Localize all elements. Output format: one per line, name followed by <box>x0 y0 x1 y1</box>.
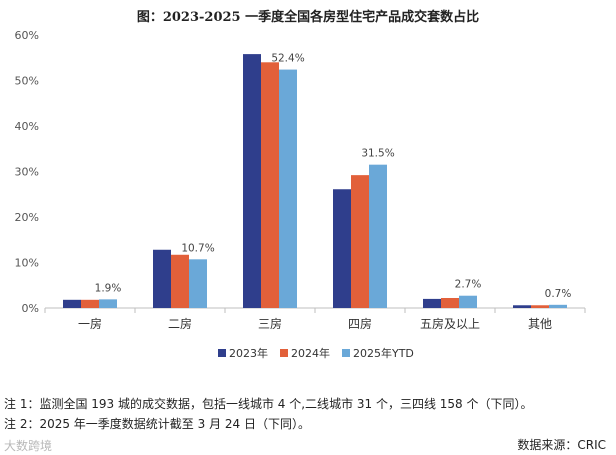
bar <box>333 189 351 308</box>
legend: 2023年 2024年 2025年YTD <box>218 346 414 360</box>
x-tick-label: 一房 <box>78 316 102 331</box>
x-tick-label: 其他 <box>528 317 552 331</box>
data-label: 0.7% <box>545 288 572 300</box>
legend-label: 2023年 <box>229 346 268 360</box>
data-labels: 1.9% 10.7% 52.4% 31.5% 2.7% 0.7% <box>95 53 572 300</box>
x-tick-label: 二房 <box>168 316 192 331</box>
bar <box>351 175 369 308</box>
bars <box>63 54 567 308</box>
y-tick-label: 10% <box>15 257 39 270</box>
y-tick-label: 0% <box>22 302 39 315</box>
watermark-logo: 大数跨境 <box>4 439 53 453</box>
axes: 0% 10% 20% 30% 40% 50% 60% 一房 二房 三房 四房 五房及以上 其他 <box>15 29 586 331</box>
bar <box>441 297 459 308</box>
y-tick-label: 40% <box>15 120 39 133</box>
legend-swatch <box>280 349 288 357</box>
y-tick-label: 20% <box>15 211 39 224</box>
bar <box>153 249 171 308</box>
bar <box>279 69 297 308</box>
legend-swatch <box>342 349 350 357</box>
y-tick-label: 60% <box>15 29 39 42</box>
legend-label: 2024年 <box>291 346 330 360</box>
legend-label: 2025年YTD <box>353 346 414 360</box>
data-label: 10.7% <box>181 242 214 254</box>
x-tick-label: 四房 <box>348 316 372 331</box>
legend-swatch <box>218 349 226 357</box>
chart-title: 图：2023-2025 一季度全国各房型住宅产品成交套数占比 <box>136 10 480 25</box>
bar <box>513 305 531 308</box>
bar <box>549 304 567 308</box>
bar-chart: 0% 10% 20% 30% 40% 50% 60% 一房 二房 三房 四房 五房及以上 其他 1.9%… <box>15 29 586 360</box>
bar <box>261 62 279 308</box>
data-source: 数据来源：CRIC <box>517 438 606 452</box>
data-label: 31.5% <box>361 148 394 160</box>
bar <box>171 254 189 308</box>
x-tick-label: 三房 <box>258 316 282 331</box>
y-tick-label: 30% <box>15 166 39 179</box>
x-tick-label: 五房及以上 <box>420 316 480 331</box>
y-tick-label: 50% <box>15 75 39 88</box>
data-label: 2.7% <box>455 279 482 291</box>
footnote-2: 注 2：2025 年一季度数据统计截至 3 月 24 日（下同）。 <box>4 417 310 431</box>
footnote-1: 注 1：监测全国 193 城的成交数据，包括一线城市 4 个,二线城市 31 个… <box>4 397 533 411</box>
bar <box>531 305 549 308</box>
bar <box>99 299 117 308</box>
data-label: 52.4% <box>271 53 304 65</box>
bar <box>423 298 441 308</box>
bar <box>243 54 261 308</box>
bar <box>369 164 387 308</box>
bar <box>459 295 477 308</box>
bar <box>63 299 81 308</box>
data-label: 1.9% <box>95 282 122 294</box>
bar <box>81 299 99 308</box>
bar <box>189 259 207 308</box>
